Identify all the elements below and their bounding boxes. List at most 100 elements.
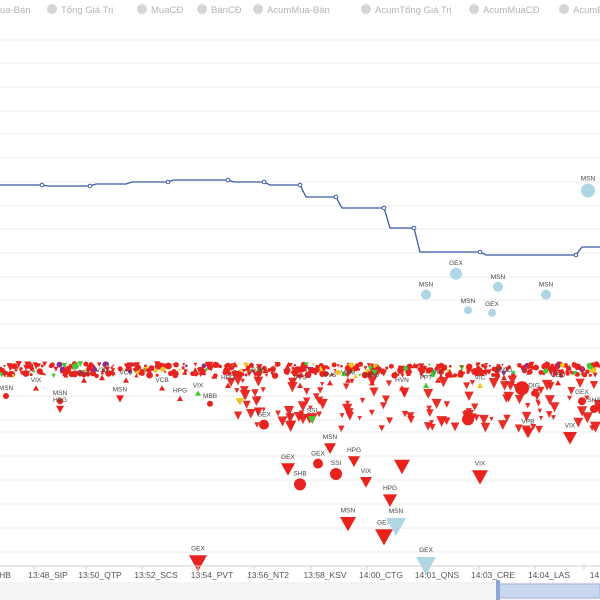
- baseline-trade-triangle: [564, 367, 570, 373]
- baseline-trade-dot: [559, 373, 564, 378]
- baseline-trade-dot: [331, 362, 337, 368]
- range-scrollbar[interactable]: [0, 580, 600, 600]
- trade-marker-label: GEX: [281, 454, 295, 461]
- trade-marker-label: MSN: [0, 385, 14, 392]
- baseline-trade-triangle: [193, 362, 198, 367]
- trade-marker-label: VIX: [475, 461, 486, 468]
- trade-marker-label: HDG: [365, 372, 379, 379]
- baseline-trade-triangle: [101, 367, 106, 372]
- legend-item[interactable]: Mua-Bán: [0, 5, 31, 16]
- baseline-trade-dot: [262, 365, 267, 371]
- baseline-trade-triangle: [315, 364, 319, 368]
- baseline-trade-triangle: [6, 364, 14, 371]
- baseline-trade-dot: [146, 371, 153, 379]
- baseline-trade-triangle: [427, 363, 431, 367]
- baseline-trade-triangle: [77, 361, 84, 367]
- x-tick-label: 14:04_LAS: [528, 570, 570, 580]
- legend[interactable]: Mua-Bán Tổng Giá Trị MuaCĐ BánCĐ AcumMua-Bán…: [0, 4, 600, 16]
- trade-marker-label: SSI: [331, 460, 342, 467]
- baseline-trade-triangle: [53, 366, 59, 372]
- baseline-trade-triangle: [182, 363, 186, 366]
- scrollbar-track[interactable]: [0, 582, 600, 600]
- scrollbar-thumb[interactable]: [497, 583, 600, 599]
- baseline-trade-triangle: [62, 369, 69, 376]
- trade-marker-triangle-up: [423, 382, 429, 388]
- baseline-trade-triangle: [592, 372, 598, 378]
- trade-marker-triangle-up: [159, 385, 165, 391]
- baseline-trade-triangle: [178, 368, 182, 372]
- scrollbar-handle[interactable]: [496, 580, 500, 600]
- baseline-trade-dot: [354, 363, 360, 369]
- baseline-trade-triangle: [104, 372, 110, 377]
- baseline-trade-dot: [155, 373, 159, 377]
- sell-trade-triangle: [317, 398, 328, 410]
- vnindex-point: [39, 182, 45, 188]
- baseline-trade-triangle: [183, 369, 188, 374]
- legend-item[interactable]: Tổng Giá Trị: [47, 4, 113, 16]
- sell-trade-triangle: [480, 422, 491, 433]
- trade-marker-label: MSN: [461, 298, 476, 305]
- sell-trade-triangle: [233, 411, 243, 420]
- baseline-trade-triangle: [61, 362, 68, 369]
- baseline-trade-triangle: [25, 370, 31, 376]
- legend-item[interactable]: AcumTổng Giá Trị: [361, 4, 452, 16]
- baseline-trade-dot: [388, 363, 394, 369]
- baseline-trade-triangle: [284, 363, 291, 370]
- baseline-trade-dot: [585, 369, 590, 374]
- baseline-trade-dot: [139, 369, 145, 374]
- baseline-trade-triangle: [224, 368, 231, 376]
- trade-marker-triangle-down: [563, 432, 577, 445]
- baseline-trade-triangle: [406, 371, 411, 377]
- trade-marker-label: GEX: [257, 412, 271, 419]
- baseline-trade-dot: [330, 373, 334, 377]
- trade-marker-circle: [581, 183, 595, 198]
- trade-marker-triangle-up: [99, 374, 105, 381]
- sell-trade-triangle: [407, 415, 415, 424]
- legend-dot-icon: [559, 4, 569, 14]
- baseline-trade-dot: [582, 372, 588, 378]
- sell-trade-triangle: [349, 378, 355, 384]
- legend-label: Tổng Giá Trị: [61, 5, 113, 16]
- trade-marker-triangle-down: [386, 518, 406, 536]
- baseline-trade-triangle: [501, 371, 507, 377]
- sell-trade-triangle: [261, 407, 266, 412]
- sell-trade-triangle: [291, 385, 296, 390]
- sell-trade-triangle: [240, 378, 245, 384]
- baseline-trade-dot: [127, 365, 132, 370]
- vnindex-line: [0, 177, 600, 258]
- x-tick-label: 13:58_KSV: [303, 570, 346, 580]
- baseline-trade-triangle: [15, 361, 22, 368]
- baseline-trade-dot: [291, 366, 295, 370]
- vnindex-point: [87, 183, 93, 189]
- baseline-trade-dot: [160, 366, 166, 373]
- legend-item[interactable]: BánCĐ: [197, 4, 242, 16]
- legend-item[interactable]: AcumMuaCĐ: [469, 4, 540, 16]
- legend-item[interactable]: AcumMua-Bán: [253, 4, 330, 16]
- baseline-trade-dot: [85, 372, 91, 377]
- legend-item[interactable]: MuaCĐ: [137, 4, 183, 16]
- baseline-trade-dot: [199, 368, 206, 375]
- trade-marker-triangle-down: [56, 405, 64, 413]
- sell-trade-triangle: [426, 409, 434, 417]
- sell-trade-triangle: [530, 423, 537, 430]
- vnindex-series-line: [0, 179, 600, 256]
- sell-trade-triangle: [514, 394, 525, 405]
- sell-trade-triangle: [426, 405, 432, 412]
- baseline-trade-triangle: [519, 365, 525, 372]
- baseline-trade-dot: [448, 364, 452, 368]
- baseline-trade-dot: [380, 368, 386, 374]
- sell-trade-triangle: [576, 406, 588, 417]
- vnindex-point: [261, 179, 267, 185]
- legend-label: AcumMua-Bán: [267, 5, 330, 16]
- sell-trade-triangle: [521, 411, 532, 422]
- baseline-trade-triangle: [341, 370, 348, 377]
- sell-trade-triangle: [431, 398, 442, 409]
- baseline-trade-triangle: [15, 366, 19, 370]
- baseline-trade-dot: [399, 370, 404, 375]
- sell-trade-triangle: [297, 401, 309, 412]
- baseline-trade-triangle: [1, 371, 8, 378]
- baseline-trade-dot: [86, 364, 93, 371]
- sell-trade-triangle: [537, 386, 545, 394]
- legend-item[interactable]: AcumBánCĐ: [559, 4, 600, 16]
